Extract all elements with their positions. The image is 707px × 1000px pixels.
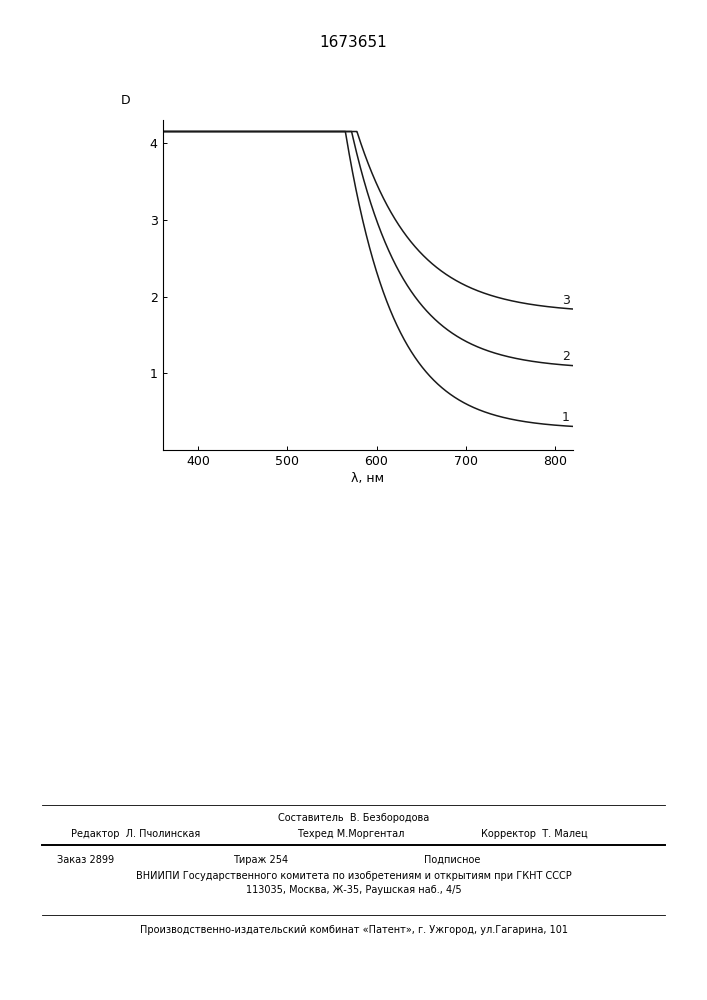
Text: Составитель  В. Безбородова: Составитель В. Безбородова xyxy=(278,813,429,823)
Text: 113035, Москва, Ж-35, Раушская наб., 4/5: 113035, Москва, Ж-35, Раушская наб., 4/5 xyxy=(246,885,461,895)
Text: Заказ 2899: Заказ 2899 xyxy=(57,855,114,865)
Text: Корректор  Т. Малец: Корректор Т. Малец xyxy=(481,829,588,839)
Text: 2: 2 xyxy=(562,350,570,363)
Text: Техред М.Моргентал: Техред М.Моргентал xyxy=(297,829,404,839)
Text: Производственно-издательский комбинат «Патент», г. Ужгород, ул.Гагарина, 101: Производственно-издательский комбинат «П… xyxy=(139,925,568,935)
Text: 3: 3 xyxy=(562,294,570,307)
Text: ВНИИПИ Государственного комитета по изобретениям и открытиям при ГКНТ СССР: ВНИИПИ Государственного комитета по изоб… xyxy=(136,871,571,881)
Text: 1673651: 1673651 xyxy=(320,35,387,50)
Text: Редактор  Л. Пчолинская: Редактор Л. Пчолинская xyxy=(71,829,200,839)
Text: D: D xyxy=(121,94,131,107)
X-axis label: λ, нм: λ, нм xyxy=(351,472,384,485)
Text: Тираж 254: Тираж 254 xyxy=(233,855,288,865)
Text: 1: 1 xyxy=(562,411,570,424)
Text: Подписное: Подписное xyxy=(424,855,481,865)
